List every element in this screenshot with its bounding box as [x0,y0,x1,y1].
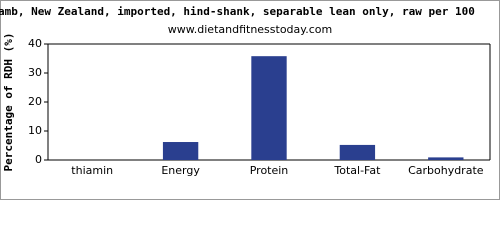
x-tick-label: Carbohydrate [408,164,484,177]
bar [162,142,199,160]
x-tick-label: Total-Fat [333,164,381,177]
chart-title: amb, New Zealand, imported, hind-shank, … [0,5,475,18]
bar [339,144,376,160]
chart: amb, New Zealand, imported, hind-shank, … [0,0,500,200]
chart-subtitle: www.dietandfitnesstoday.com [168,23,332,36]
bar [251,56,287,160]
y-axis-label: Percentage of RDH (%) [2,32,15,171]
y-tick-label: 30 [28,66,42,79]
bar [428,157,464,160]
y-tick-label: 0 [35,153,42,166]
page: {"chart_data": {"type": "bar", "title": … [0,0,500,200]
y-tick-label: 20 [28,95,42,108]
y-tick-label: 10 [28,124,42,137]
x-tick-label: Energy [161,164,200,177]
x-tick-label: thiamin [71,164,113,177]
x-tick-label: Protein [250,164,289,177]
y-tick-label: 40 [28,37,42,50]
